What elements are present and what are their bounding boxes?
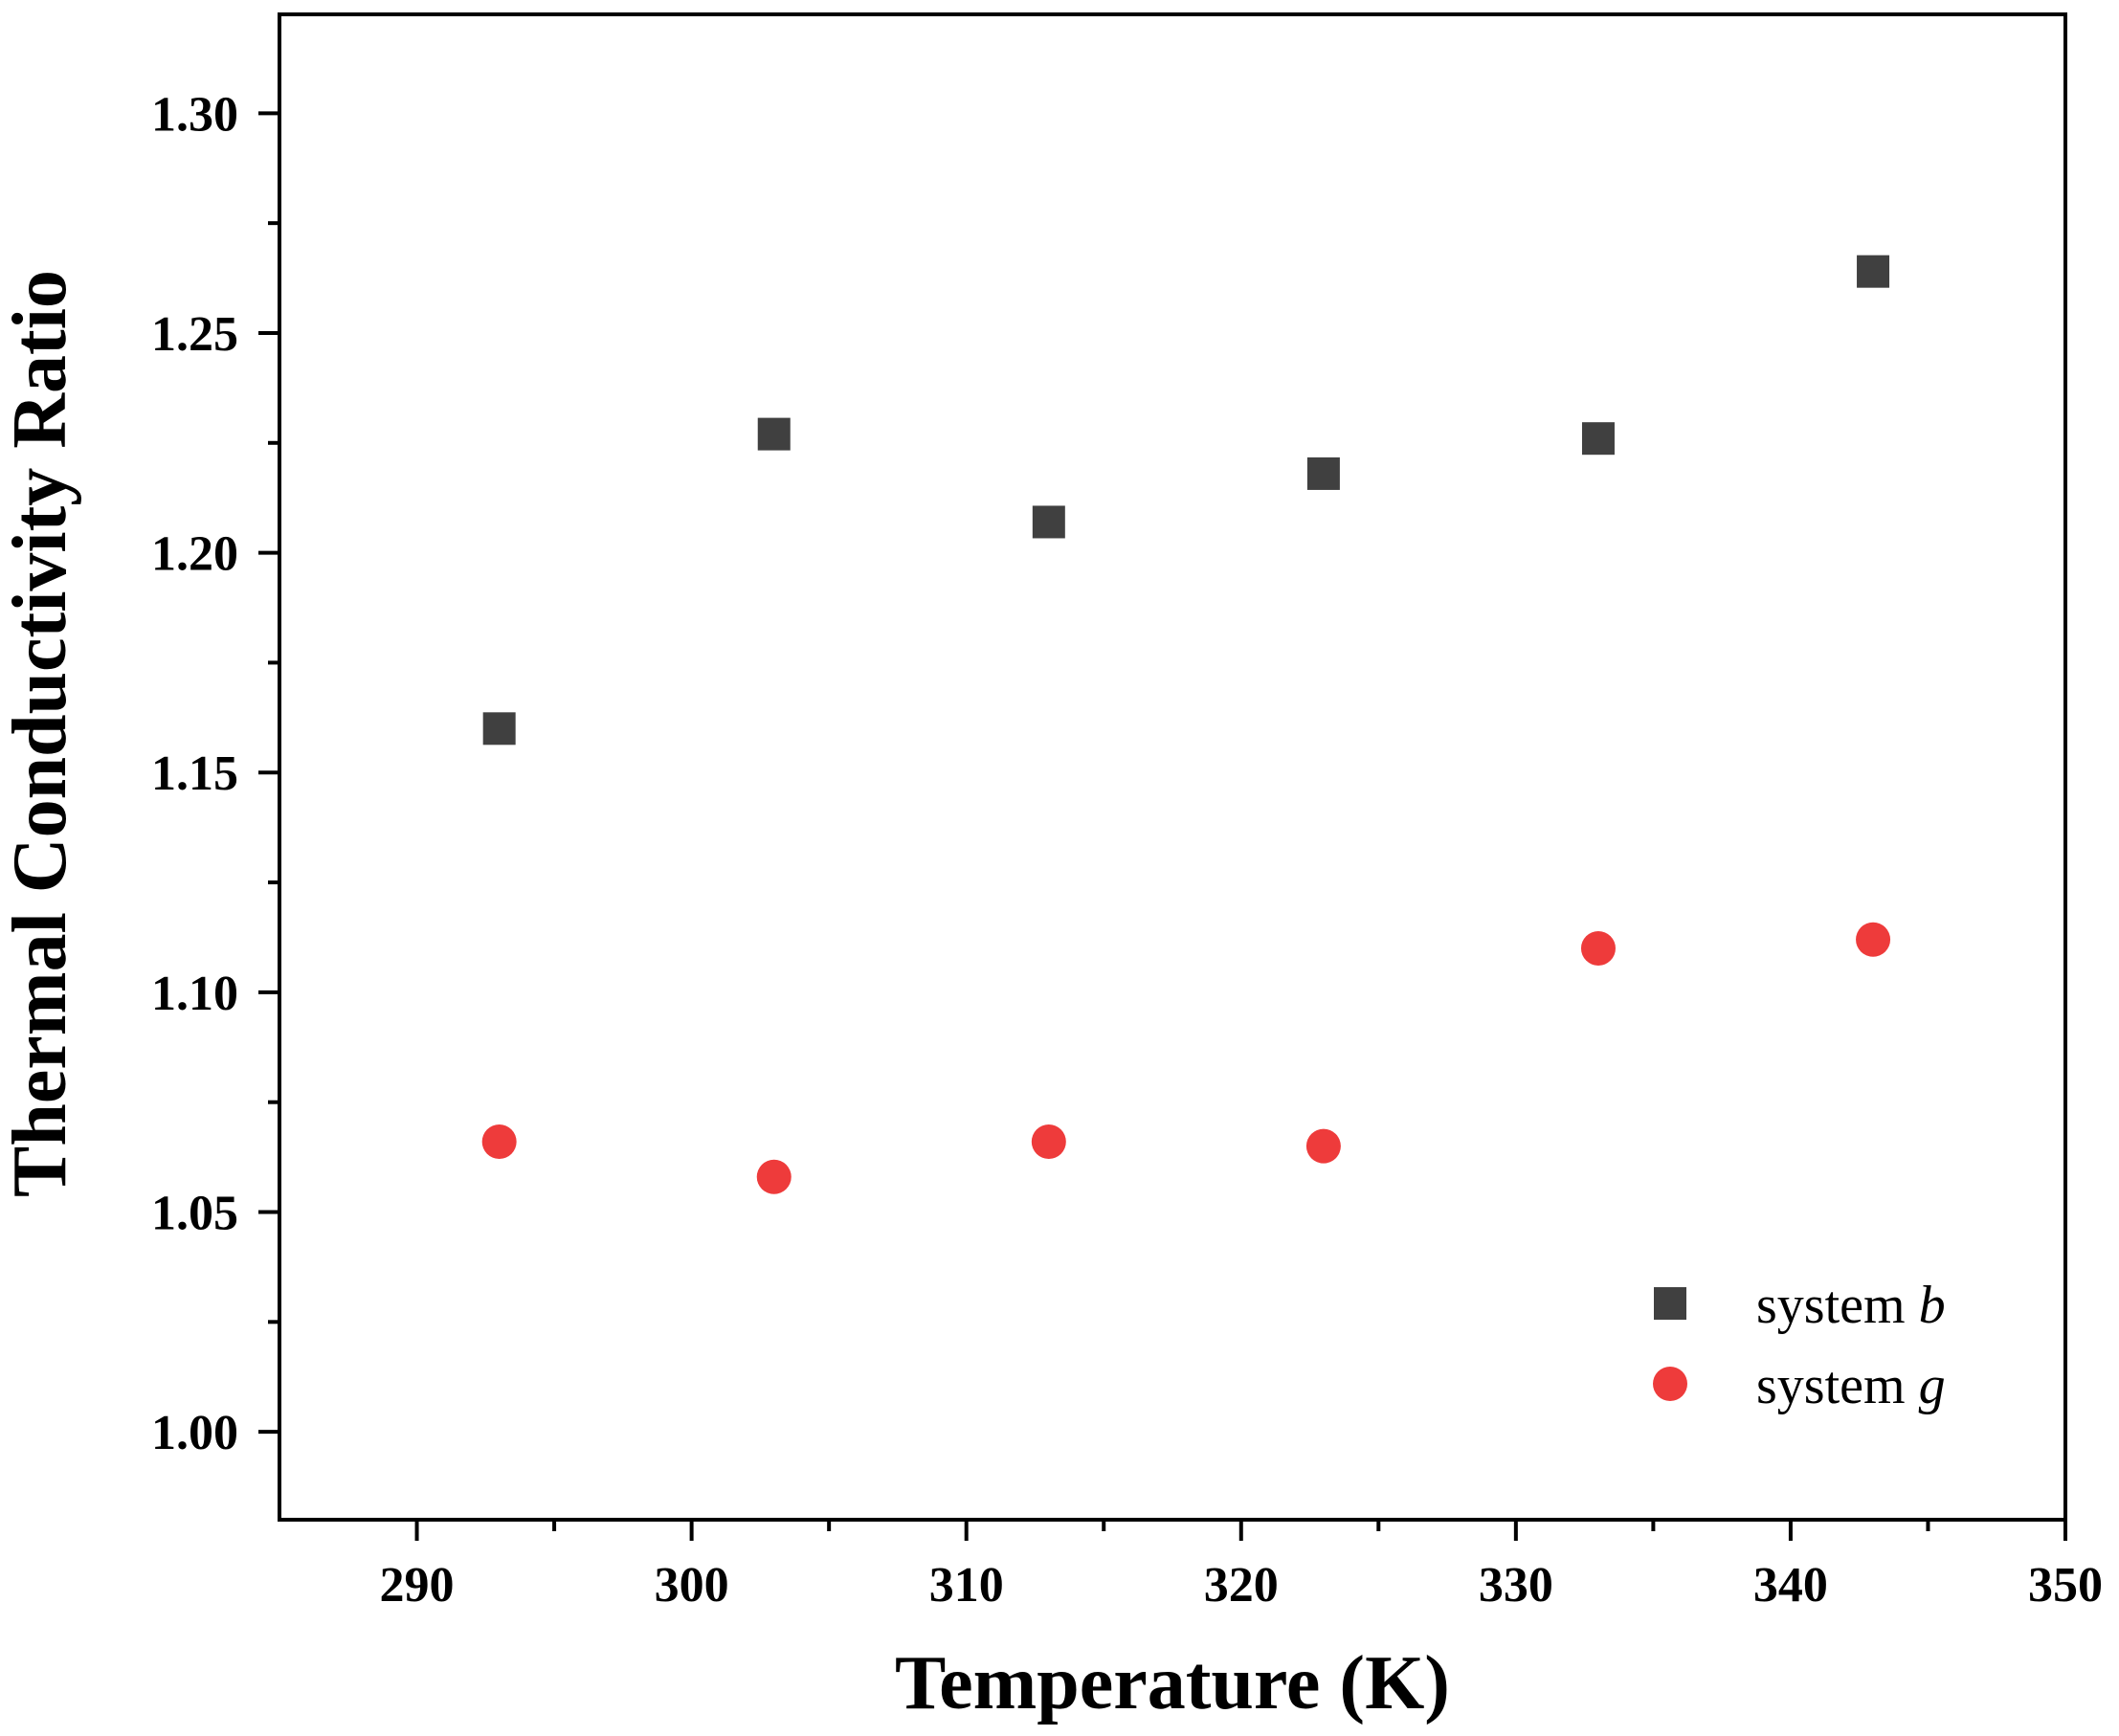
y-tick-label: 1.30 <box>151 87 238 142</box>
y-tick-label: 1.15 <box>151 746 238 801</box>
data-point-circle <box>1856 922 1891 957</box>
data-point-circle <box>1031 1124 1066 1160</box>
x-tick-label: 320 <box>1204 1558 1279 1613</box>
y-tick-label: 1.00 <box>151 1406 238 1460</box>
data-point-circle <box>1580 930 1616 966</box>
data-point-square <box>1032 505 1065 539</box>
data-point-square <box>482 712 516 746</box>
data-point-circle <box>481 1124 517 1160</box>
x-tick-label: 350 <box>2028 1558 2103 1613</box>
data-point-square <box>1306 456 1340 490</box>
x-axis-title: Temperature (K) <box>895 1641 1450 1725</box>
data-point-circle <box>756 1159 792 1194</box>
legend-label: system g <box>1756 1356 1946 1415</box>
x-tick-label: 340 <box>1753 1558 1828 1613</box>
x-tick-label: 310 <box>929 1558 1004 1613</box>
legend-label: system b <box>1756 1276 1946 1335</box>
plot-frame <box>278 12 2067 1522</box>
x-tick-label: 330 <box>1479 1558 1553 1613</box>
x-tick-label: 290 <box>380 1558 455 1613</box>
legend-marker-square <box>1654 1287 1686 1320</box>
data-point-square <box>1581 422 1615 456</box>
axis-ticks: 290 300 310 320 330 340 350 1.00 1.05 1.10 1.15 1.2… <box>151 87 2103 1613</box>
data-points <box>481 255 1891 1194</box>
y-tick-label: 1.10 <box>151 967 238 1021</box>
data-point-circle <box>1305 1128 1341 1164</box>
x-tick-label: 300 <box>655 1558 729 1613</box>
data-point-square <box>1857 255 1890 288</box>
axes <box>278 12 2067 1522</box>
legend-marker-circle <box>1653 1367 1687 1401</box>
y-tick-label: 1.20 <box>151 527 238 582</box>
data-point-square <box>757 417 791 451</box>
legend: system b system g <box>1653 1276 1946 1415</box>
y-tick-label: 1.25 <box>151 307 238 362</box>
y-tick-label: 1.05 <box>151 1187 238 1241</box>
y-axis-title: Thermal Conductivity Ratio <box>0 270 82 1197</box>
